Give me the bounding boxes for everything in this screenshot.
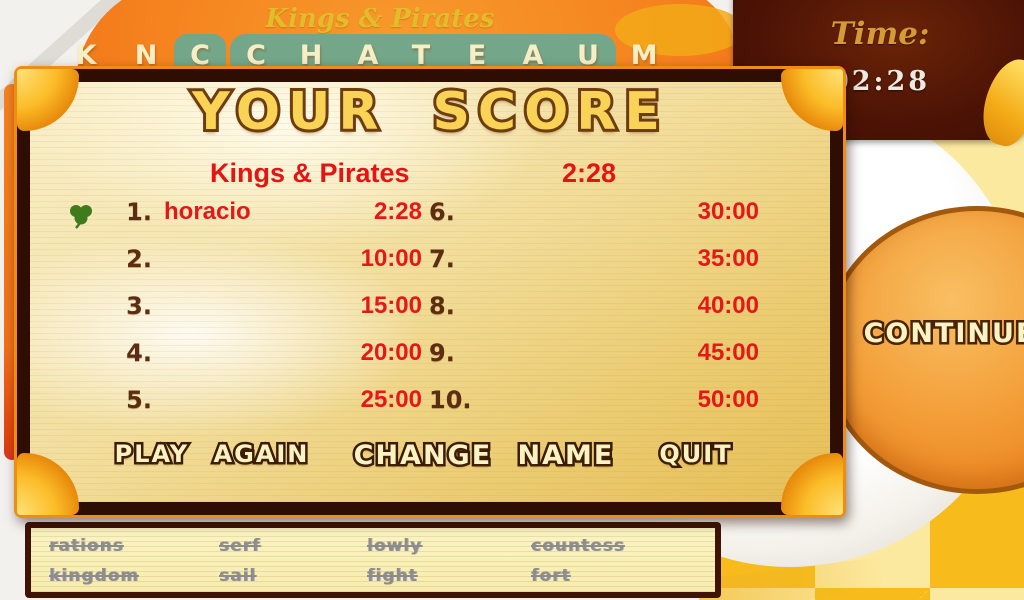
score-value: 30:00 [697,198,759,225]
clover-icon [70,205,92,229]
time-value: 02:28 [829,66,931,97]
rank-label: 5. [126,386,152,414]
letter-tile[interactable]: C [246,40,266,71]
rank-label: 4. [126,339,152,367]
dialog-subtitle-time: 2:28 [561,158,617,188]
score-value: 15:00 [360,292,422,319]
game-title: Kings & Pirates [265,4,495,34]
letter-tile[interactable]: H [299,40,323,71]
rank-label: 6. [429,198,455,226]
letter-tile[interactable]: A [357,40,379,71]
word-item: countess [531,536,625,556]
score-value: 45:00 [697,339,759,366]
change-name-button[interactable]: CHANGE NAME [351,438,615,474]
dialog-subtitle: Kings & Pirates [210,158,410,188]
quit-button[interactable]: QUIT [657,438,733,471]
word-item: fight [367,566,418,586]
rank-label: 3. [126,292,152,320]
sun-decoration [615,4,745,56]
score-value: 20:00 [360,339,422,366]
word-item: lowly [367,536,423,556]
player-name: horacio [164,198,251,225]
letter-tile[interactable]: M [630,40,658,71]
letter-tile[interactable]: T [411,40,431,71]
score-value: 25:00 [360,386,422,413]
rank-label: 7. [429,245,455,273]
continue-button-label[interactable]: CONTINUE [861,316,1024,352]
rank-label: 8. [429,292,455,320]
letter-tile[interactable]: A [522,40,544,71]
rank-label: 9. [429,339,455,367]
letter-tile[interactable]: C [190,40,210,71]
word-item: serf [219,536,261,556]
score-value: 2:28 [373,198,422,225]
score-dialog: YOUR SCORE Kings & Pirates 2:28 1. horac… [14,66,846,518]
play-again-button[interactable]: PLAY AGAIN [112,438,310,471]
rank-label: 1. [126,198,152,226]
letter-tile[interactable]: E [467,40,487,71]
score-value: 40:00 [697,292,759,319]
word-item: kingdom [49,566,139,586]
letter-tile[interactable]: N [134,40,158,71]
word-list-panel: rations serf lowly countess kingdom sail… [25,522,721,598]
word-item: rations [49,536,124,556]
letter-tile[interactable]: U [577,40,599,71]
score-value: 50:00 [697,386,759,413]
time-label: Time: [830,16,930,52]
score-value: 35:00 [697,245,759,272]
dialog-panel [30,82,830,502]
word-item: fort [531,566,571,586]
rank-label: 2. [126,245,152,273]
word-item: sail [219,566,257,586]
dialog-title: YOUR SCORE [189,79,668,145]
score-value: 10:00 [360,245,422,272]
letter-tile[interactable]: K [75,40,97,71]
rank-label: 10. [429,386,472,414]
